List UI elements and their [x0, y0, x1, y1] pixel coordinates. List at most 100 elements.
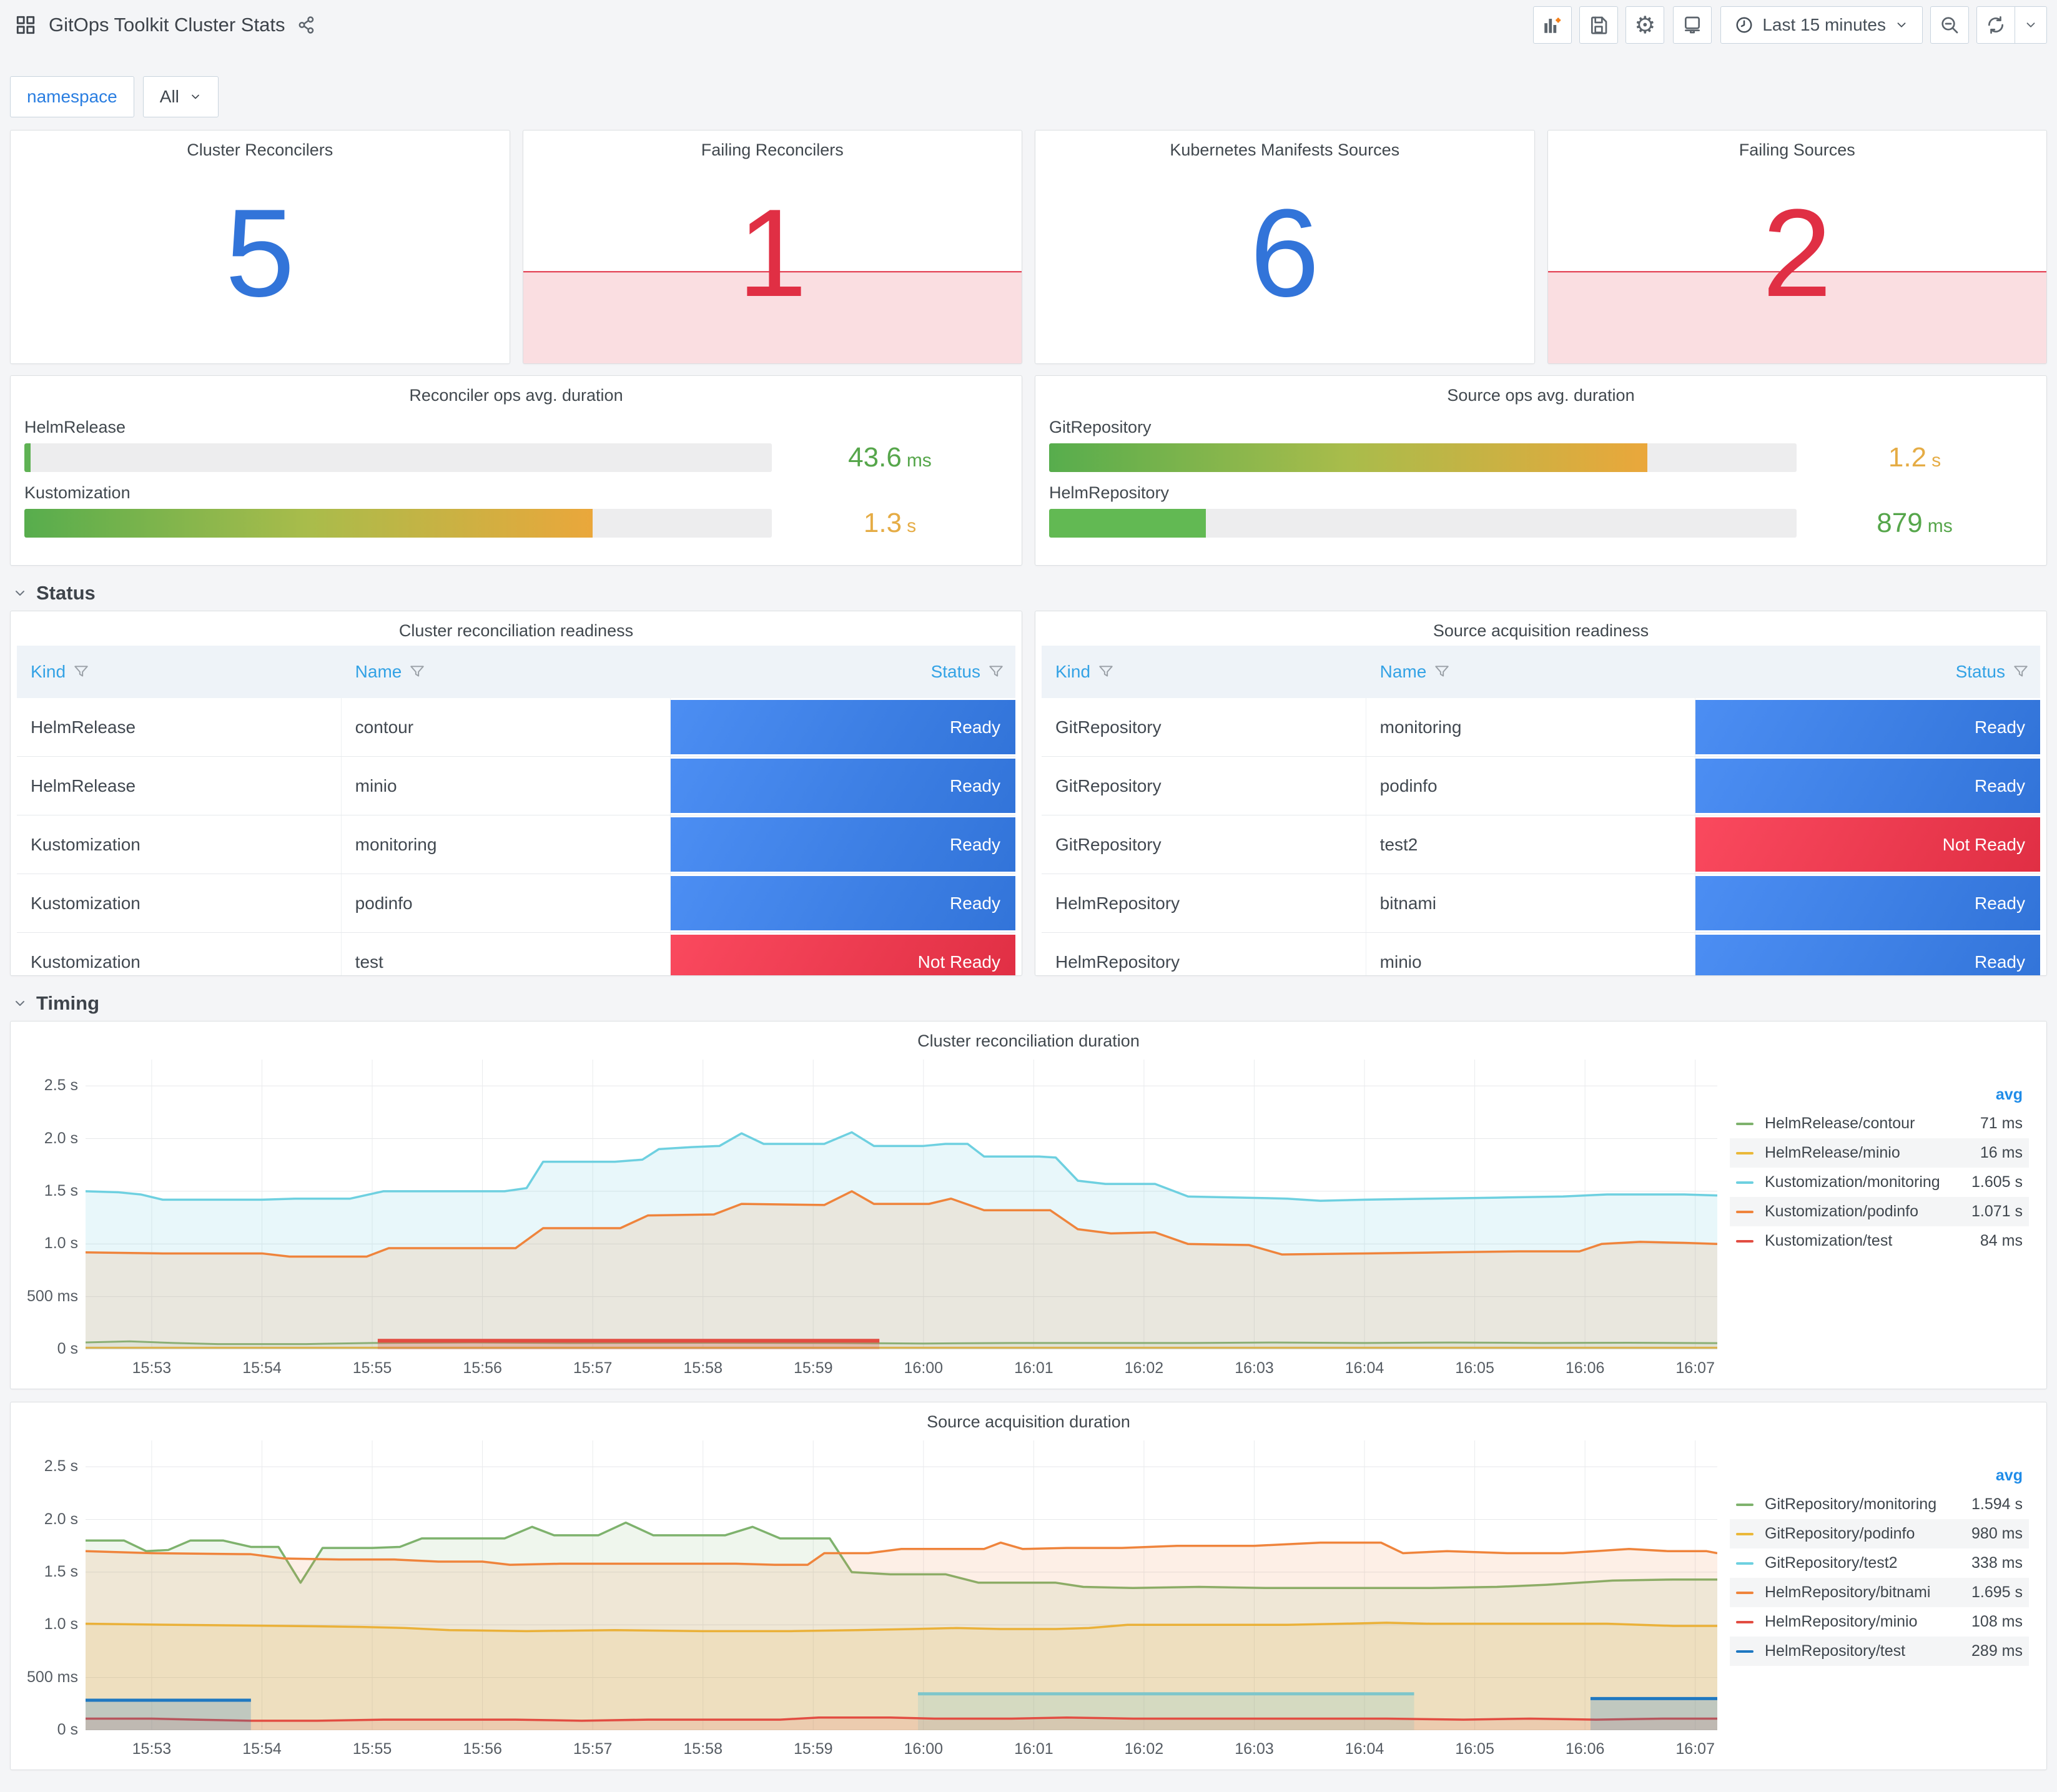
legend-avg-header[interactable]: avg	[1995, 1086, 2023, 1103]
legend-item[interactable]: HelmRelease/contour 71 ms	[1730, 1109, 2029, 1138]
chevron-down-icon	[189, 91, 202, 103]
panel-title[interactable]: Cluster Reconcilers	[187, 140, 333, 159]
panel-title[interactable]: Kubernetes Manifests Sources	[1170, 140, 1400, 159]
column-header-kind[interactable]: Kind	[1042, 662, 1366, 682]
panel-title[interactable]: Failing Sources	[1739, 140, 1855, 159]
legend-item[interactable]: Kustomization/podinfo 1.071 s	[1730, 1197, 2029, 1226]
panel-title[interactable]: Cluster reconciliation readiness	[398, 621, 634, 640]
column-header-name[interactable]: Name	[342, 662, 671, 682]
y-axis-label: 0 s	[57, 1721, 78, 1738]
zoom-out-button[interactable]	[1930, 6, 1969, 44]
x-axis-label: 16:01	[1014, 1359, 1053, 1377]
legend-avg-value: 1.605 s	[1971, 1173, 2023, 1191]
legend-item[interactable]: Kustomization/monitoring 1.605 s	[1730, 1168, 2029, 1197]
table-row: HelmRepository minio Ready	[1042, 933, 2040, 975]
legend-item[interactable]: GitRepository/podinfo 980 ms	[1730, 1519, 2029, 1548]
cell-name: bitnami	[1366, 874, 1696, 932]
legend-avg-header[interactable]: avg	[1995, 1467, 2023, 1484]
legend-item[interactable]: HelmRelease/minio 16 ms	[1730, 1138, 2029, 1168]
legend-item[interactable]: Kustomization/test 84 ms	[1730, 1226, 2029, 1256]
variable-namespace-select[interactable]: All	[142, 76, 219, 117]
bargauge-value: 1.3 s	[772, 508, 1008, 539]
table-panel-2: Source acquisition readiness Kind Name Stat…	[1035, 611, 2047, 976]
filter-icon[interactable]	[988, 664, 1004, 680]
tv-mode-button[interactable]	[1673, 6, 1712, 44]
legend-item[interactable]: GitRepository/test2 338 ms	[1730, 1548, 2029, 1578]
time-series-plot[interactable]	[86, 1440, 1717, 1730]
column-header-kind[interactable]: Kind	[17, 662, 342, 682]
series-line	[86, 1341, 1717, 1344]
x-axis-label: 15:58	[683, 1740, 723, 1758]
column-header-status[interactable]: Status	[671, 662, 1015, 682]
chevron-down-icon	[12, 586, 27, 601]
legend-series-name: HelmRelease/minio	[1765, 1144, 1900, 1161]
filter-icon[interactable]	[73, 664, 89, 680]
x-axis-label: 15:55	[352, 1740, 392, 1758]
legend-item[interactable]: GitRepository/monitoring 1.594 s	[1730, 1490, 2029, 1519]
x-axis-label: 16:07	[1675, 1740, 1715, 1758]
panel-title[interactable]: Cluster reconciliation duration	[917, 1031, 1140, 1050]
bargauge-row: 1.2 s	[1049, 442, 2033, 473]
x-axis-label: 15:58	[683, 1359, 723, 1377]
add-panel-icon	[1542, 14, 1563, 36]
panel-title[interactable]: Reconciler ops avg. duration	[409, 386, 623, 405]
cell-kind: GitRepository	[1042, 815, 1366, 874]
cell-kind: HelmRepository	[1042, 874, 1366, 932]
section-timing[interactable]: Timing	[10, 992, 2047, 1015]
legend-item[interactable]: HelmRepository/bitnami 1.695 s	[1730, 1578, 2029, 1607]
bargauge-bar	[1049, 443, 1647, 472]
column-header-name[interactable]: Name	[1366, 662, 1696, 682]
section-status[interactable]: Status	[10, 582, 2047, 604]
legend-series-name: Kustomization/test	[1765, 1232, 1893, 1249]
x-axis-label: 16:02	[1124, 1740, 1164, 1758]
stat-panel-2: Failing Reconcilers 1	[522, 130, 1022, 364]
bargauge-value: 43.6 ms	[772, 442, 1008, 473]
y-axis-label: 2.5 s	[44, 1076, 78, 1095]
x-axis-label: 16:07	[1675, 1359, 1715, 1377]
cell-kind: HelmRelease	[17, 757, 342, 815]
column-header-status[interactable]: Status	[1695, 662, 2040, 682]
status-badge: Ready	[1695, 935, 2040, 975]
bargauge-row-label: HelmRepository	[1049, 483, 1170, 502]
dashboard-settings-button[interactable]: ⚙	[1625, 6, 1665, 44]
y-axis-label: 2.0 s	[44, 1510, 78, 1528]
panel-title[interactable]: Source acquisition duration	[927, 1412, 1130, 1431]
refresh-button[interactable]	[1976, 6, 2047, 44]
save-dashboard-button[interactable]	[1579, 6, 1619, 44]
panel-title[interactable]: Source acquisition readiness	[1433, 621, 1649, 640]
series-line	[86, 1623, 1717, 1631]
share-icon[interactable]	[297, 16, 316, 34]
series-line	[86, 1132, 1717, 1201]
panel-title[interactable]: Failing Reconcilers	[701, 140, 844, 159]
chevron-down-icon	[12, 996, 27, 1011]
x-axis-label: 15:57	[573, 1740, 613, 1758]
legend-item[interactable]: HelmRepository/test 289 ms	[1730, 1637, 2029, 1666]
panel-title[interactable]: Source ops avg. duration	[1447, 386, 1635, 405]
series-line	[86, 1523, 1717, 1588]
filter-icon[interactable]	[1434, 664, 1450, 680]
filter-icon[interactable]	[1098, 664, 1114, 680]
variable-namespace-value: All	[159, 87, 179, 106]
time-range-picker[interactable]: Last 15 minutes	[1720, 6, 1923, 44]
dashboard-title[interactable]: GitOps Toolkit Cluster Stats	[49, 14, 285, 36]
stat-sparkline	[1547, 270, 2046, 363]
time-series-plot[interactable]	[86, 1060, 1717, 1349]
plot-area: 0 s 500 ms 1.0 s 1.5 s 2.0 s 2.5 s	[27, 1060, 1717, 1357]
refresh-icon[interactable]	[1977, 7, 2015, 43]
x-axis-label: 15:53	[132, 1359, 172, 1377]
bargauge-value-unit: s	[907, 516, 917, 536]
tv-mode-icon	[1682, 15, 1702, 35]
add-panel-button[interactable]	[1533, 6, 1572, 44]
table-row: GitRepository monitoring Ready	[1042, 698, 2040, 757]
legend-item[interactable]: HelmRepository/minio 108 ms	[1730, 1607, 2029, 1637]
series-color-swatch	[1736, 1591, 1754, 1594]
cell-name: test2	[1366, 815, 1696, 874]
cell-kind: GitRepository	[1042, 757, 1366, 815]
apps-grid-icon[interactable]	[15, 14, 36, 36]
cell-status: Ready	[1695, 698, 2040, 756]
table-row: HelmRepository bitnami Ready	[1042, 874, 2040, 933]
filter-icon[interactable]	[409, 664, 425, 680]
table-row: Kustomization monitoring Ready	[17, 815, 1015, 874]
filter-icon[interactable]	[2013, 664, 2029, 680]
refresh-interval-dropdown[interactable]	[2015, 7, 2046, 43]
